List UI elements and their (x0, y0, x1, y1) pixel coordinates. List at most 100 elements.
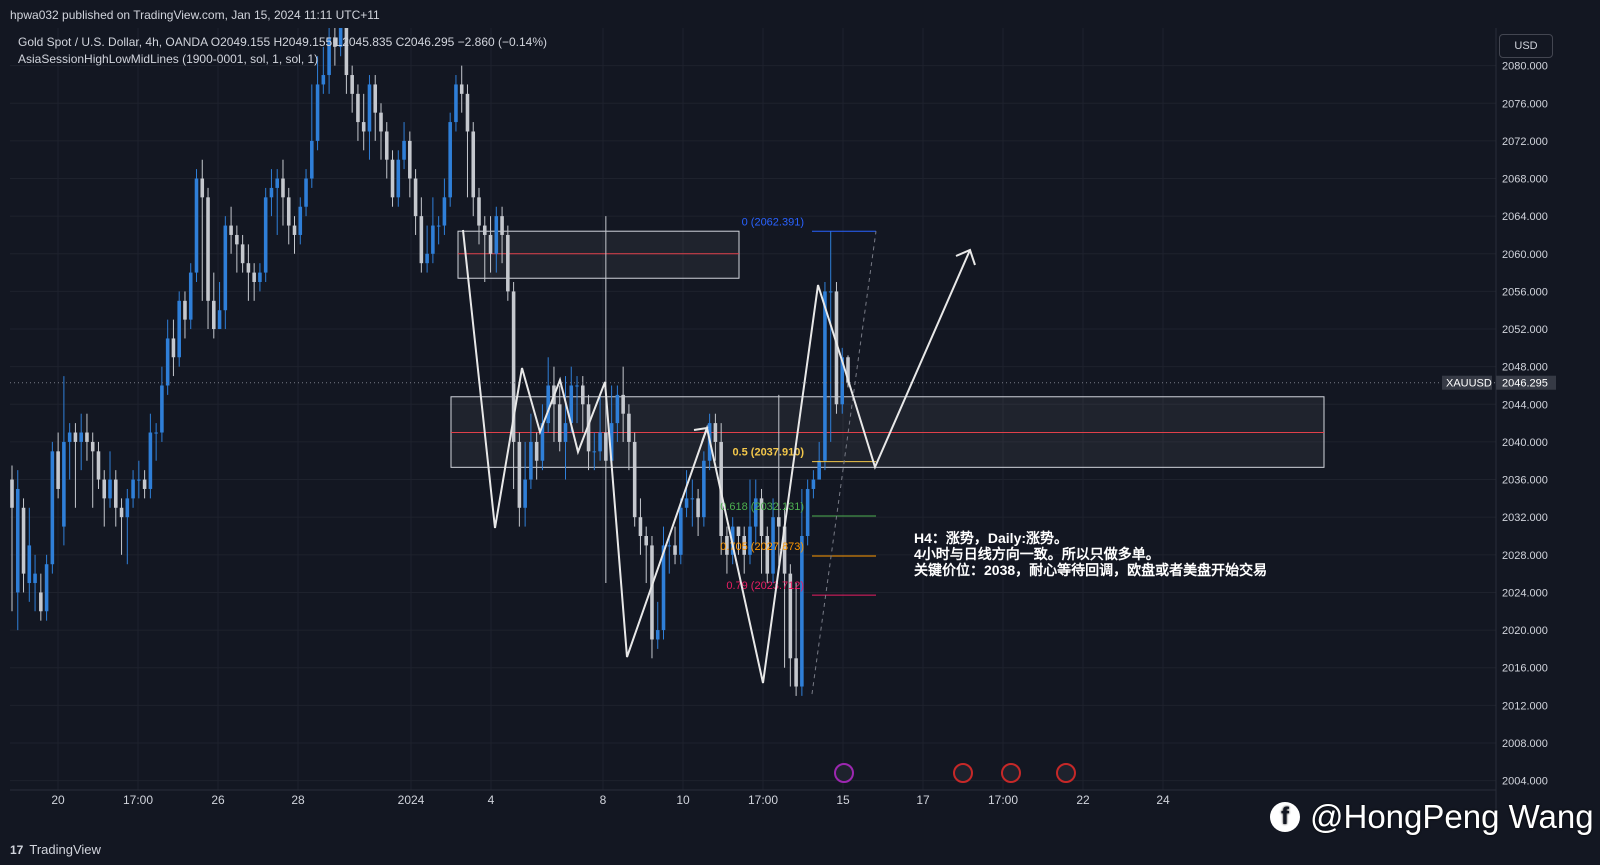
candle-body (344, 28, 349, 76)
candle-body (229, 225, 233, 235)
y-tick-label: 2012.000 (1502, 700, 1548, 712)
y-tick-label: 2048.000 (1502, 362, 1548, 374)
candle-body (183, 300, 187, 320)
candle-body (90, 441, 95, 452)
candle-body (21, 507, 26, 574)
candle-body (131, 479, 135, 499)
candle-body (246, 263, 251, 273)
last-price-value: 2046.295 (1502, 378, 1548, 390)
candle-body (459, 84, 464, 94)
candle-body (338, 28, 343, 47)
y-tick-label: 2008.000 (1502, 738, 1548, 750)
candle-body (805, 488, 810, 536)
candle-body (679, 507, 683, 555)
y-tick-label: 2076.000 (1502, 98, 1548, 110)
candle-body (673, 545, 677, 555)
y-tick-label: 2052.000 (1502, 324, 1548, 336)
y-tick-label: 2064.000 (1502, 211, 1548, 223)
tradingview-logo[interactable]: 17 TradingView (10, 842, 101, 857)
author-watermark: f @HongPeng Wang (1270, 798, 1594, 836)
x-tick-label: 4 (488, 793, 495, 807)
candle-body (702, 460, 706, 518)
candle-body (286, 197, 291, 226)
candle-body (379, 112, 383, 132)
candle-body (615, 394, 620, 424)
fib-label: 0 (2062.391) (742, 216, 804, 228)
candle-body (696, 498, 700, 518)
candle-body (713, 423, 718, 442)
candle-body (194, 178, 199, 273)
candle-body (794, 658, 798, 687)
candle-body (511, 291, 516, 442)
symbol-tag (1442, 375, 1492, 390)
x-tick-label: 26 (211, 793, 225, 807)
candle-body (119, 507, 124, 518)
candle-body (488, 234, 493, 254)
candle-body (165, 338, 170, 386)
candle-body (79, 432, 83, 442)
y-tick-label: 2068.000 (1502, 174, 1548, 186)
wave-arrowhead (693, 426, 709, 443)
candle-body (10, 479, 14, 508)
y-tick-label: 2044.000 (1502, 399, 1548, 411)
candle-body (33, 573, 37, 584)
x-tick-label: 28 (291, 793, 305, 807)
currency-selector[interactable]: USD (1499, 34, 1553, 58)
upper-supply-zone (457, 230, 740, 279)
candle-body (39, 592, 43, 612)
candle-body (517, 441, 522, 508)
candle-body (742, 536, 747, 555)
candle-body (223, 225, 228, 311)
y-tick-label: 2028.000 (1502, 550, 1548, 562)
analysis-line-1: H4：涨势，Daily:涨势。 (914, 530, 1069, 546)
candle-body (263, 197, 268, 273)
candle-body (361, 122, 366, 132)
symbol-ohlc-line: Gold Spot / U.S. Dollar, 4h, OANDA O2049… (18, 35, 548, 49)
candle-body (598, 432, 602, 452)
candle-body (436, 225, 441, 227)
candle-body (650, 545, 654, 640)
y-tick-label: 2080.000 (1502, 61, 1548, 73)
symbol-tag-text: XAUUSD (1446, 378, 1492, 390)
candle-body (321, 75, 326, 85)
y-tick-label: 2032.000 (1502, 512, 1548, 524)
candle-body (304, 178, 308, 207)
candle-body (235, 234, 239, 245)
x-tick-label: 10 (676, 793, 690, 807)
candle-body (563, 423, 568, 442)
candle-body (402, 140, 406, 160)
candle-body (390, 159, 395, 198)
x-tick-label: 8 (600, 793, 607, 807)
y-tick-label: 2004.000 (1502, 776, 1548, 788)
candle-body (177, 300, 181, 358)
candle-body (846, 357, 850, 383)
candle-body (367, 84, 372, 132)
candle-body (823, 291, 827, 461)
published-info: hpwa032 published on TradingView.com, Ja… (10, 8, 380, 22)
candle-body (800, 536, 804, 687)
candle-body (67, 432, 72, 442)
fib-label: 0.618 (2032.131) (720, 501, 804, 513)
candle-body (500, 216, 504, 235)
x-tick-label: 17 (916, 793, 930, 807)
candle-body (465, 93, 470, 132)
candle-body (448, 122, 452, 198)
candle-body (125, 498, 130, 518)
candle-body (350, 75, 354, 94)
candle-body (269, 187, 274, 198)
candle-body (206, 197, 210, 301)
x-tick-label: 17:00 (748, 793, 778, 807)
candle-body (638, 517, 643, 536)
watermark-text: @HongPeng Wang (1310, 798, 1594, 835)
event-icon (834, 763, 854, 783)
candle-body (373, 84, 378, 113)
candle-body (811, 479, 816, 489)
candle-body (604, 432, 608, 461)
candle-body (580, 385, 585, 405)
candle-body (252, 272, 256, 282)
candle-body (534, 441, 539, 461)
candle-body (840, 357, 845, 405)
candle-body (396, 159, 401, 198)
candle-body (154, 432, 158, 434)
